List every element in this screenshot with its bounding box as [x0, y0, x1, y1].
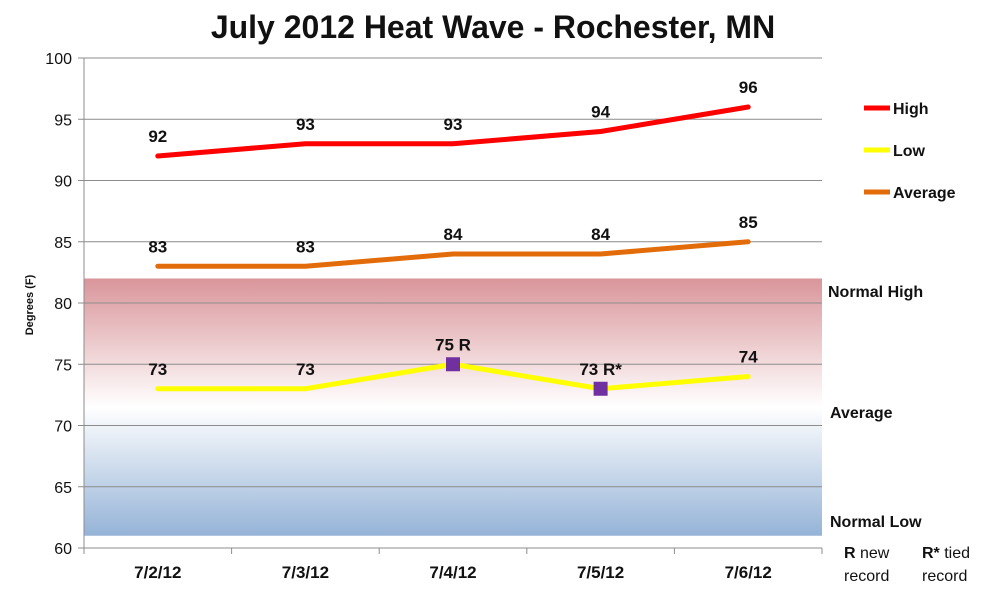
normal-range-band: [84, 278, 822, 536]
new-record-note: R new: [844, 545, 890, 562]
data-label-average: 85: [739, 213, 758, 232]
record-notes: R new record R* tied record: [844, 545, 970, 585]
chart-title: July 2012 Heat Wave - Rochester, MN: [211, 9, 775, 45]
y-tick-label: 70: [54, 419, 72, 436]
series-line-average: [155, 239, 751, 269]
legend: High Low Average: [864, 101, 956, 202]
legend-label-average: Average: [893, 185, 956, 202]
record-marker: [446, 357, 460, 372]
record-marker: [593, 381, 608, 396]
plot-area: 60 65 70 75 80 85 90 95 100 7/2/12 7/3/12 7/4/12 7/5…: [45, 51, 823, 582]
data-label-low: 75 R: [435, 335, 471, 354]
legend-label-high: High: [893, 101, 929, 118]
y-tick-label: 60: [54, 541, 72, 558]
data-label-average: 83: [148, 237, 167, 256]
data-label-low: 73: [148, 360, 167, 379]
legend-label-low: Low: [893, 143, 926, 160]
normal-high-label: Normal High: [828, 284, 923, 301]
data-label-average: 84: [444, 225, 463, 244]
data-label-high: 93: [444, 115, 463, 134]
y-tick-label: 90: [54, 174, 72, 191]
average-label: Average: [830, 405, 893, 422]
tied-record-note: R* tied: [922, 545, 970, 562]
x-tick-label: 7/2/12: [134, 563, 181, 582]
data-label-high: 93: [296, 115, 315, 134]
band-labels: Normal High Average Normal Low: [828, 284, 923, 531]
y-tick-label: 95: [54, 112, 72, 129]
data-label-high: 92: [148, 127, 167, 146]
x-tick-label: 7/6/12: [725, 563, 772, 582]
series-line-high: [155, 104, 751, 159]
y-axis-label: Degrees (F): [24, 274, 36, 335]
x-tick-label: 7/4/12: [429, 563, 476, 582]
x-tick-label: 7/3/12: [282, 563, 329, 582]
y-tick-label: 80: [54, 296, 72, 313]
data-label-low: 73 R*: [579, 360, 622, 379]
tied-record-note-line2: record: [922, 568, 967, 585]
x-tick-label: 7/5/12: [577, 563, 624, 582]
normal-low-label: Normal Low: [830, 514, 922, 531]
data-label-high: 94: [591, 103, 610, 122]
data-label-average: 83: [296, 237, 315, 256]
data-label-low: 73: [296, 360, 315, 379]
new-record-note-line2: record: [844, 568, 889, 585]
data-label-high: 96: [739, 78, 758, 97]
y-tick-label: 85: [54, 235, 72, 252]
y-tick-label: 100: [45, 51, 72, 68]
y-tick-label: 75: [54, 357, 72, 374]
data-label-average: 84: [591, 225, 610, 244]
y-tick-label: 65: [54, 480, 72, 497]
data-label-low: 74: [739, 348, 758, 367]
